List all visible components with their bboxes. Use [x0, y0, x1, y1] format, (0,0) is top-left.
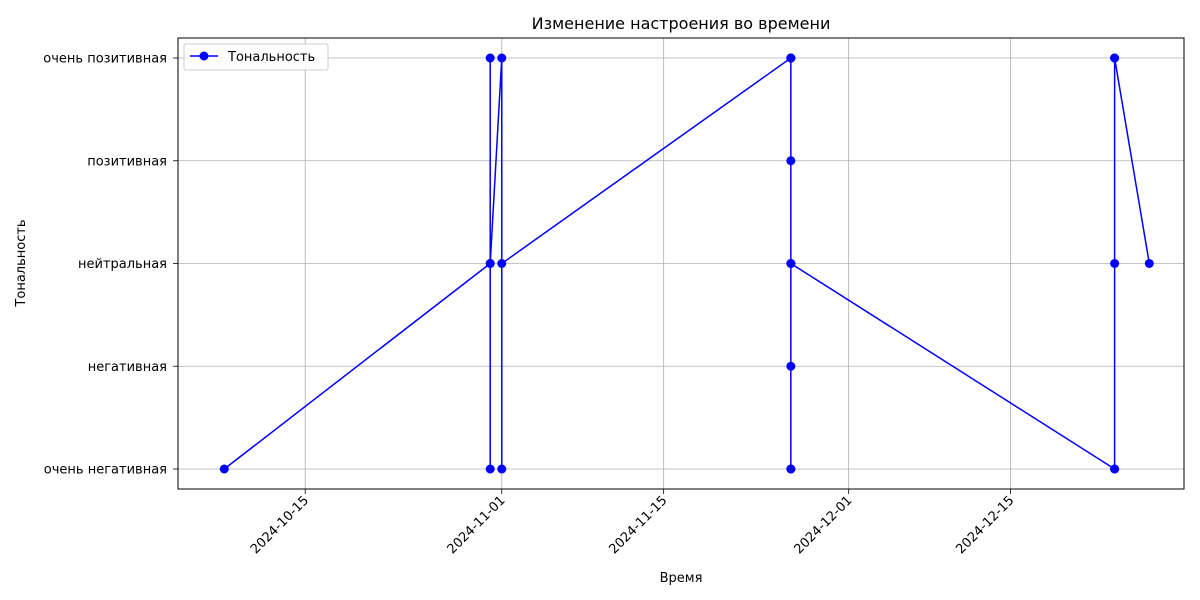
series-line	[219, 53, 1154, 474]
data-point	[1110, 53, 1120, 63]
data-point	[497, 464, 507, 474]
legend: Тональность	[183, 43, 329, 71]
x-tick-label: 2024-11-15	[606, 493, 670, 557]
axes: 2024-10-15 2024-11-01 2024-11-15 2024-12-01…	[43, 37, 1185, 557]
data-point	[786, 156, 796, 166]
data-point	[219, 464, 229, 474]
y-tick-label: позитивная	[87, 154, 167, 169]
y-tick-label: негативная	[88, 360, 167, 375]
data-point	[786, 259, 796, 268]
data-point	[1110, 259, 1120, 268]
legend-box	[183, 43, 329, 71]
x-axis-title: Время	[660, 571, 703, 586]
series-polyline	[223, 57, 1151, 470]
legend-point-marker	[199, 51, 209, 61]
data-point	[485, 464, 495, 474]
data-point	[497, 259, 507, 268]
data-point	[1144, 259, 1154, 268]
y-tick-label: очень позитивная	[43, 52, 167, 67]
x-tick-label: 2024-11-01	[445, 493, 509, 557]
y-tick-label: нейтральная	[78, 257, 167, 272]
data-point	[786, 361, 796, 371]
data-point	[786, 464, 796, 474]
data-point	[1110, 464, 1120, 474]
y-tick-label: очень негативная	[44, 463, 167, 478]
y-axis-title: Тональность	[14, 219, 29, 307]
legend-label: Тональность	[227, 50, 315, 65]
chart-title: Изменение настроения во времени	[532, 14, 831, 33]
data-point	[786, 53, 796, 63]
x-tick-label: 2024-12-15	[953, 493, 1017, 557]
data-point	[497, 53, 507, 63]
plot-frame	[177, 37, 1185, 490]
grid-lines	[178, 38, 1184, 489]
x-tick-label: 2024-12-01	[791, 493, 855, 557]
data-point	[485, 259, 495, 268]
data-point	[485, 53, 495, 63]
x-tick-label: 2024-10-15	[248, 493, 312, 557]
